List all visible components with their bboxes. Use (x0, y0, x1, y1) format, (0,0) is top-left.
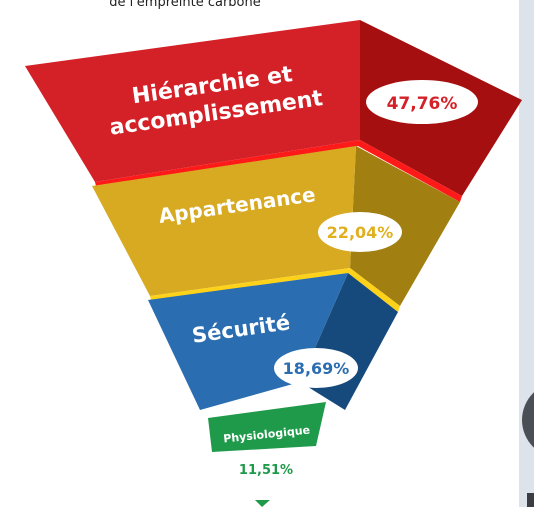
level-value: 22,04% (327, 223, 394, 242)
red-front (25, 20, 360, 182)
value-bubble (274, 348, 358, 388)
green-front (208, 402, 326, 452)
side-circle (522, 392, 534, 448)
value-bubble (366, 80, 478, 124)
yellow-edge (150, 268, 400, 312)
red-edge (95, 140, 462, 202)
level-value: 18,69% (283, 359, 350, 378)
yellow-side (350, 146, 460, 306)
yellow-front (92, 146, 356, 296)
side-block (527, 493, 534, 507)
caption: de l'empreinte carbone (109, 0, 261, 10)
green-tip (255, 500, 270, 507)
side-panel (519, 0, 534, 507)
level-value: 47,76% (387, 94, 458, 114)
value-bubble (318, 212, 402, 252)
level-value: 11,51% (239, 463, 293, 478)
